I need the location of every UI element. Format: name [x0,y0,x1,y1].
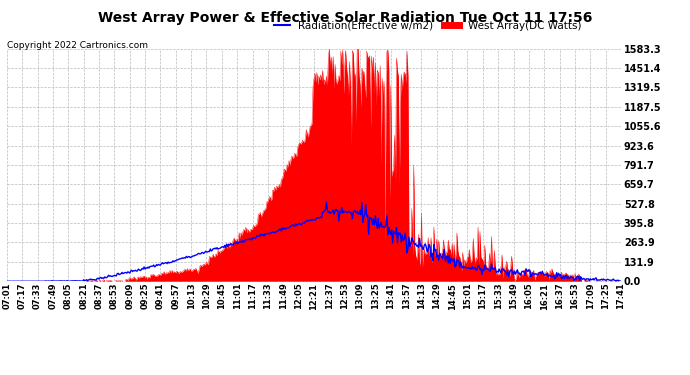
Text: Copyright 2022 Cartronics.com: Copyright 2022 Cartronics.com [7,41,148,50]
Text: West Array Power & Effective Solar Radiation Tue Oct 11 17:56: West Array Power & Effective Solar Radia… [98,11,592,25]
Legend: Radiation(Effective w/m2), West Array(DC Watts): Radiation(Effective w/m2), West Array(DC… [270,16,585,35]
